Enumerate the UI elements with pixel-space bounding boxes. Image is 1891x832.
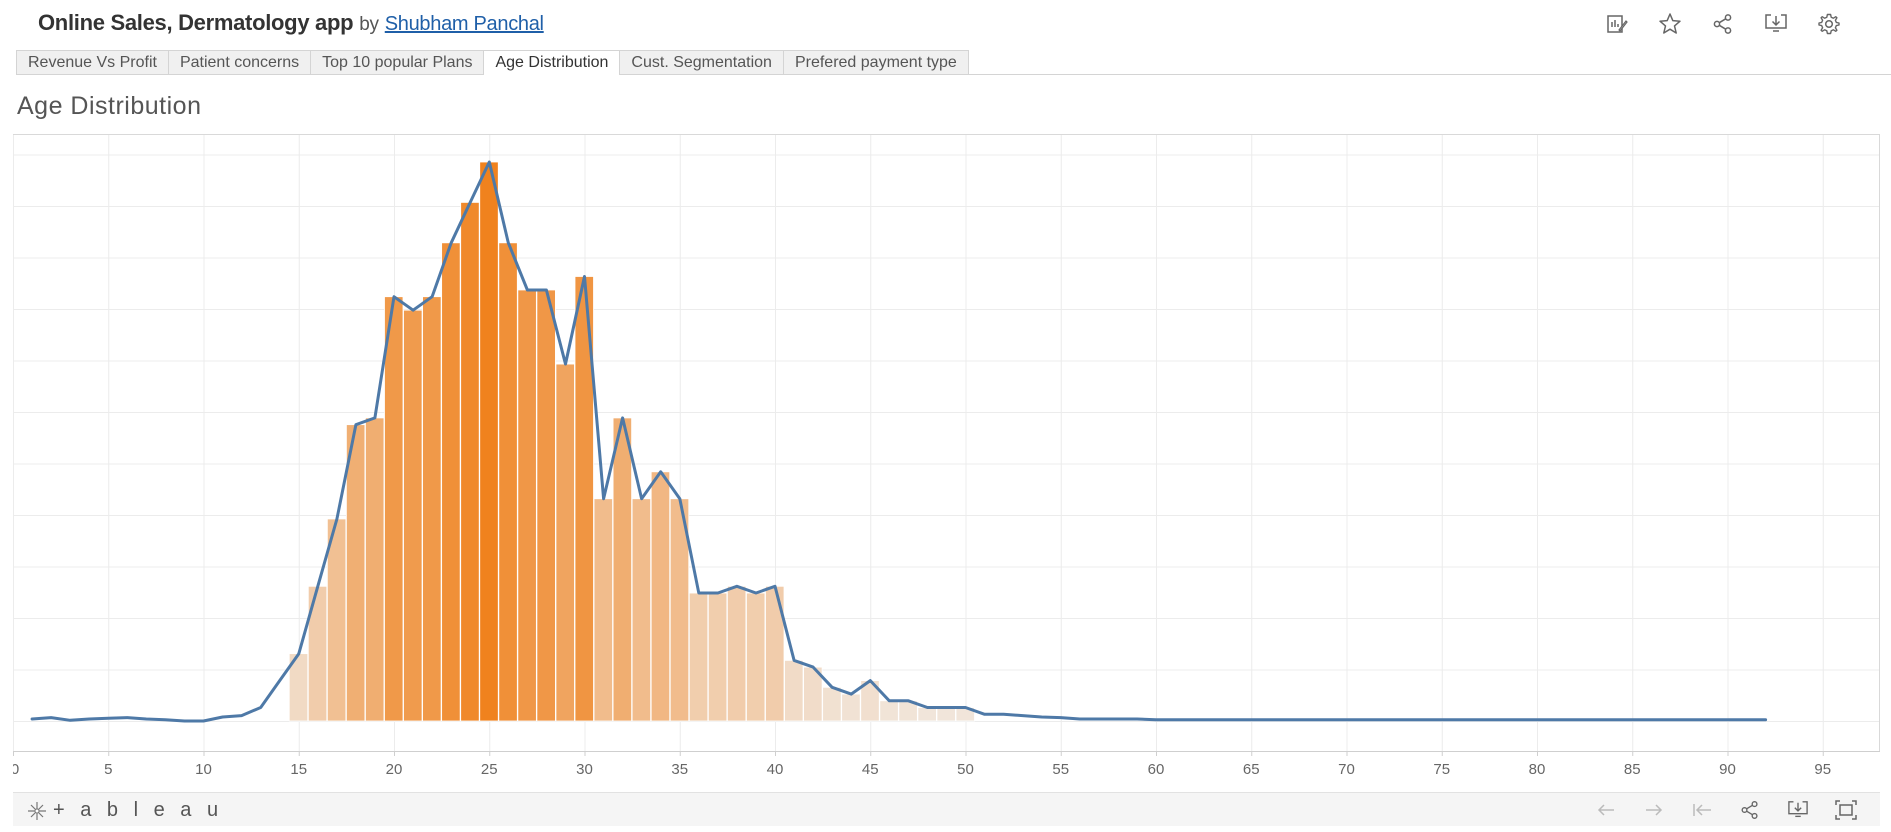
x-tick-label-65: 65 (1243, 761, 1260, 778)
bar-age-22 (422, 296, 442, 722)
tab-cust-segmentation[interactable]: Cust. Segmentation (619, 50, 784, 74)
share-icon-footer[interactable] (1726, 797, 1774, 823)
x-tick-label-75: 75 (1433, 761, 1450, 778)
top-toolbar (1590, 10, 1855, 38)
edit-icon[interactable] (1590, 10, 1643, 38)
bar-age-44 (841, 693, 861, 722)
bar-age-21 (403, 309, 423, 722)
bar-age-17 (326, 518, 347, 722)
author-link[interactable]: Shubham Panchal (384, 13, 544, 35)
x-tick-label-15: 15 (290, 761, 307, 778)
by-label: by (359, 14, 379, 35)
bar-age-24 (460, 202, 480, 722)
x-tick-label-60: 60 (1148, 761, 1165, 778)
redo-icon[interactable] (1630, 797, 1678, 823)
line-series (30, 160, 1768, 723)
age-distribution-chart: 0 5 10 15 20 25 30 35 40 45 50 55 60 65 70 75 80 85 90 95 (11, 134, 1880, 786)
bottom-icons (1582, 797, 1870, 823)
page-title: Age Distribution (17, 92, 202, 120)
bar-age-46 (879, 700, 899, 722)
bar-age-36 (688, 592, 709, 722)
bar-age-33 (631, 498, 652, 722)
tab-top-10-popular-plans[interactable]: Top 10 popular Plans (310, 50, 485, 74)
workbook-name: Online Sales, Dermatology app (38, 10, 354, 35)
tab-age-distribution[interactable]: Age Distribution (483, 50, 621, 75)
fullscreen-icon[interactable] (1822, 797, 1870, 823)
x-tick-label-50: 50 (957, 761, 974, 778)
bar-age-49 (936, 707, 956, 722)
bar-age-38 (727, 585, 747, 722)
chart-svg: 0 5 10 15 20 25 30 35 40 45 50 55 60 65 70 75 80 85 90 95 (11, 134, 1880, 778)
x-tick-label-25: 25 (481, 761, 498, 778)
bar-age-19 (365, 417, 385, 722)
revert-icon[interactable] (1678, 797, 1726, 823)
x-tick-label-35: 35 (671, 761, 688, 778)
x-tick-label-30: 30 (576, 761, 593, 778)
x-tick-label-5: 5 (104, 761, 112, 778)
tab-revenue-vs-profit[interactable]: Revenue Vs Profit (16, 50, 169, 74)
bar-age-34 (650, 471, 671, 722)
x-tick-label-10: 10 (195, 761, 212, 778)
x-tick-label-55: 55 (1052, 761, 1069, 778)
star-icon[interactable] (1643, 10, 1696, 38)
x-tick-label-80: 80 (1529, 761, 1546, 778)
x-tick-label-70: 70 (1338, 761, 1355, 778)
age-distribution-line (30, 160, 1768, 723)
bar-age-23 (441, 242, 461, 722)
download-icon[interactable] (1749, 10, 1802, 38)
download-icon-footer[interactable] (1774, 797, 1822, 823)
bar-age-26 (498, 242, 518, 722)
tab-patient-concerns[interactable]: Patient concerns (167, 50, 312, 74)
settings-icon[interactable] (1802, 10, 1855, 38)
bar-age-39 (746, 592, 766, 722)
tableau-wordmark: + a b l e a u (53, 799, 224, 821)
tableau-cross-icon (28, 801, 46, 820)
x-tick-label-45: 45 (862, 761, 879, 778)
bottom-toolbar: + a b l e a u (13, 792, 1880, 826)
bar-age-28 (536, 289, 556, 722)
bar-age-41 (784, 659, 804, 722)
tab-prefered-payment-type[interactable]: Prefered payment type (782, 50, 969, 74)
bar-age-27 (517, 289, 537, 722)
bar-age-18 (345, 424, 366, 722)
bar-age-31 (593, 498, 613, 722)
tableau-logo[interactable]: + a b l e a u (27, 799, 223, 822)
bar-age-32 (612, 417, 632, 722)
x-tick-label-90: 90 (1719, 761, 1736, 778)
bar-age-29 (555, 363, 575, 722)
x-tick-label-20: 20 (386, 761, 403, 778)
x-tick-label-85: 85 (1624, 761, 1641, 778)
top-bar: Online Sales, Dermatology app by Shubham P… (0, 0, 1891, 48)
x-axis-ticks: 0 5 10 15 20 25 30 35 40 45 50 55 60 65 70 75 80 85 90 95 (11, 751, 1831, 778)
share-icon[interactable] (1696, 10, 1749, 38)
undo-icon[interactable] (1582, 797, 1630, 823)
bar-age-48 (917, 707, 937, 722)
bar-age-20 (384, 296, 404, 722)
x-tick-label-0: 0 (13, 761, 19, 778)
bars (288, 161, 975, 722)
x-tick-label-40: 40 (767, 761, 784, 778)
x-tick-label-95: 95 (1814, 761, 1831, 778)
bar-age-37 (707, 592, 728, 722)
bar-age-43 (822, 686, 842, 722)
bar-age-25 (479, 161, 499, 722)
sheet-tabs: Revenue Vs Profit Patient concerns Top 1… (16, 50, 1891, 75)
workbook-title: Online Sales, Dermatology app by Shubham P… (38, 10, 544, 36)
